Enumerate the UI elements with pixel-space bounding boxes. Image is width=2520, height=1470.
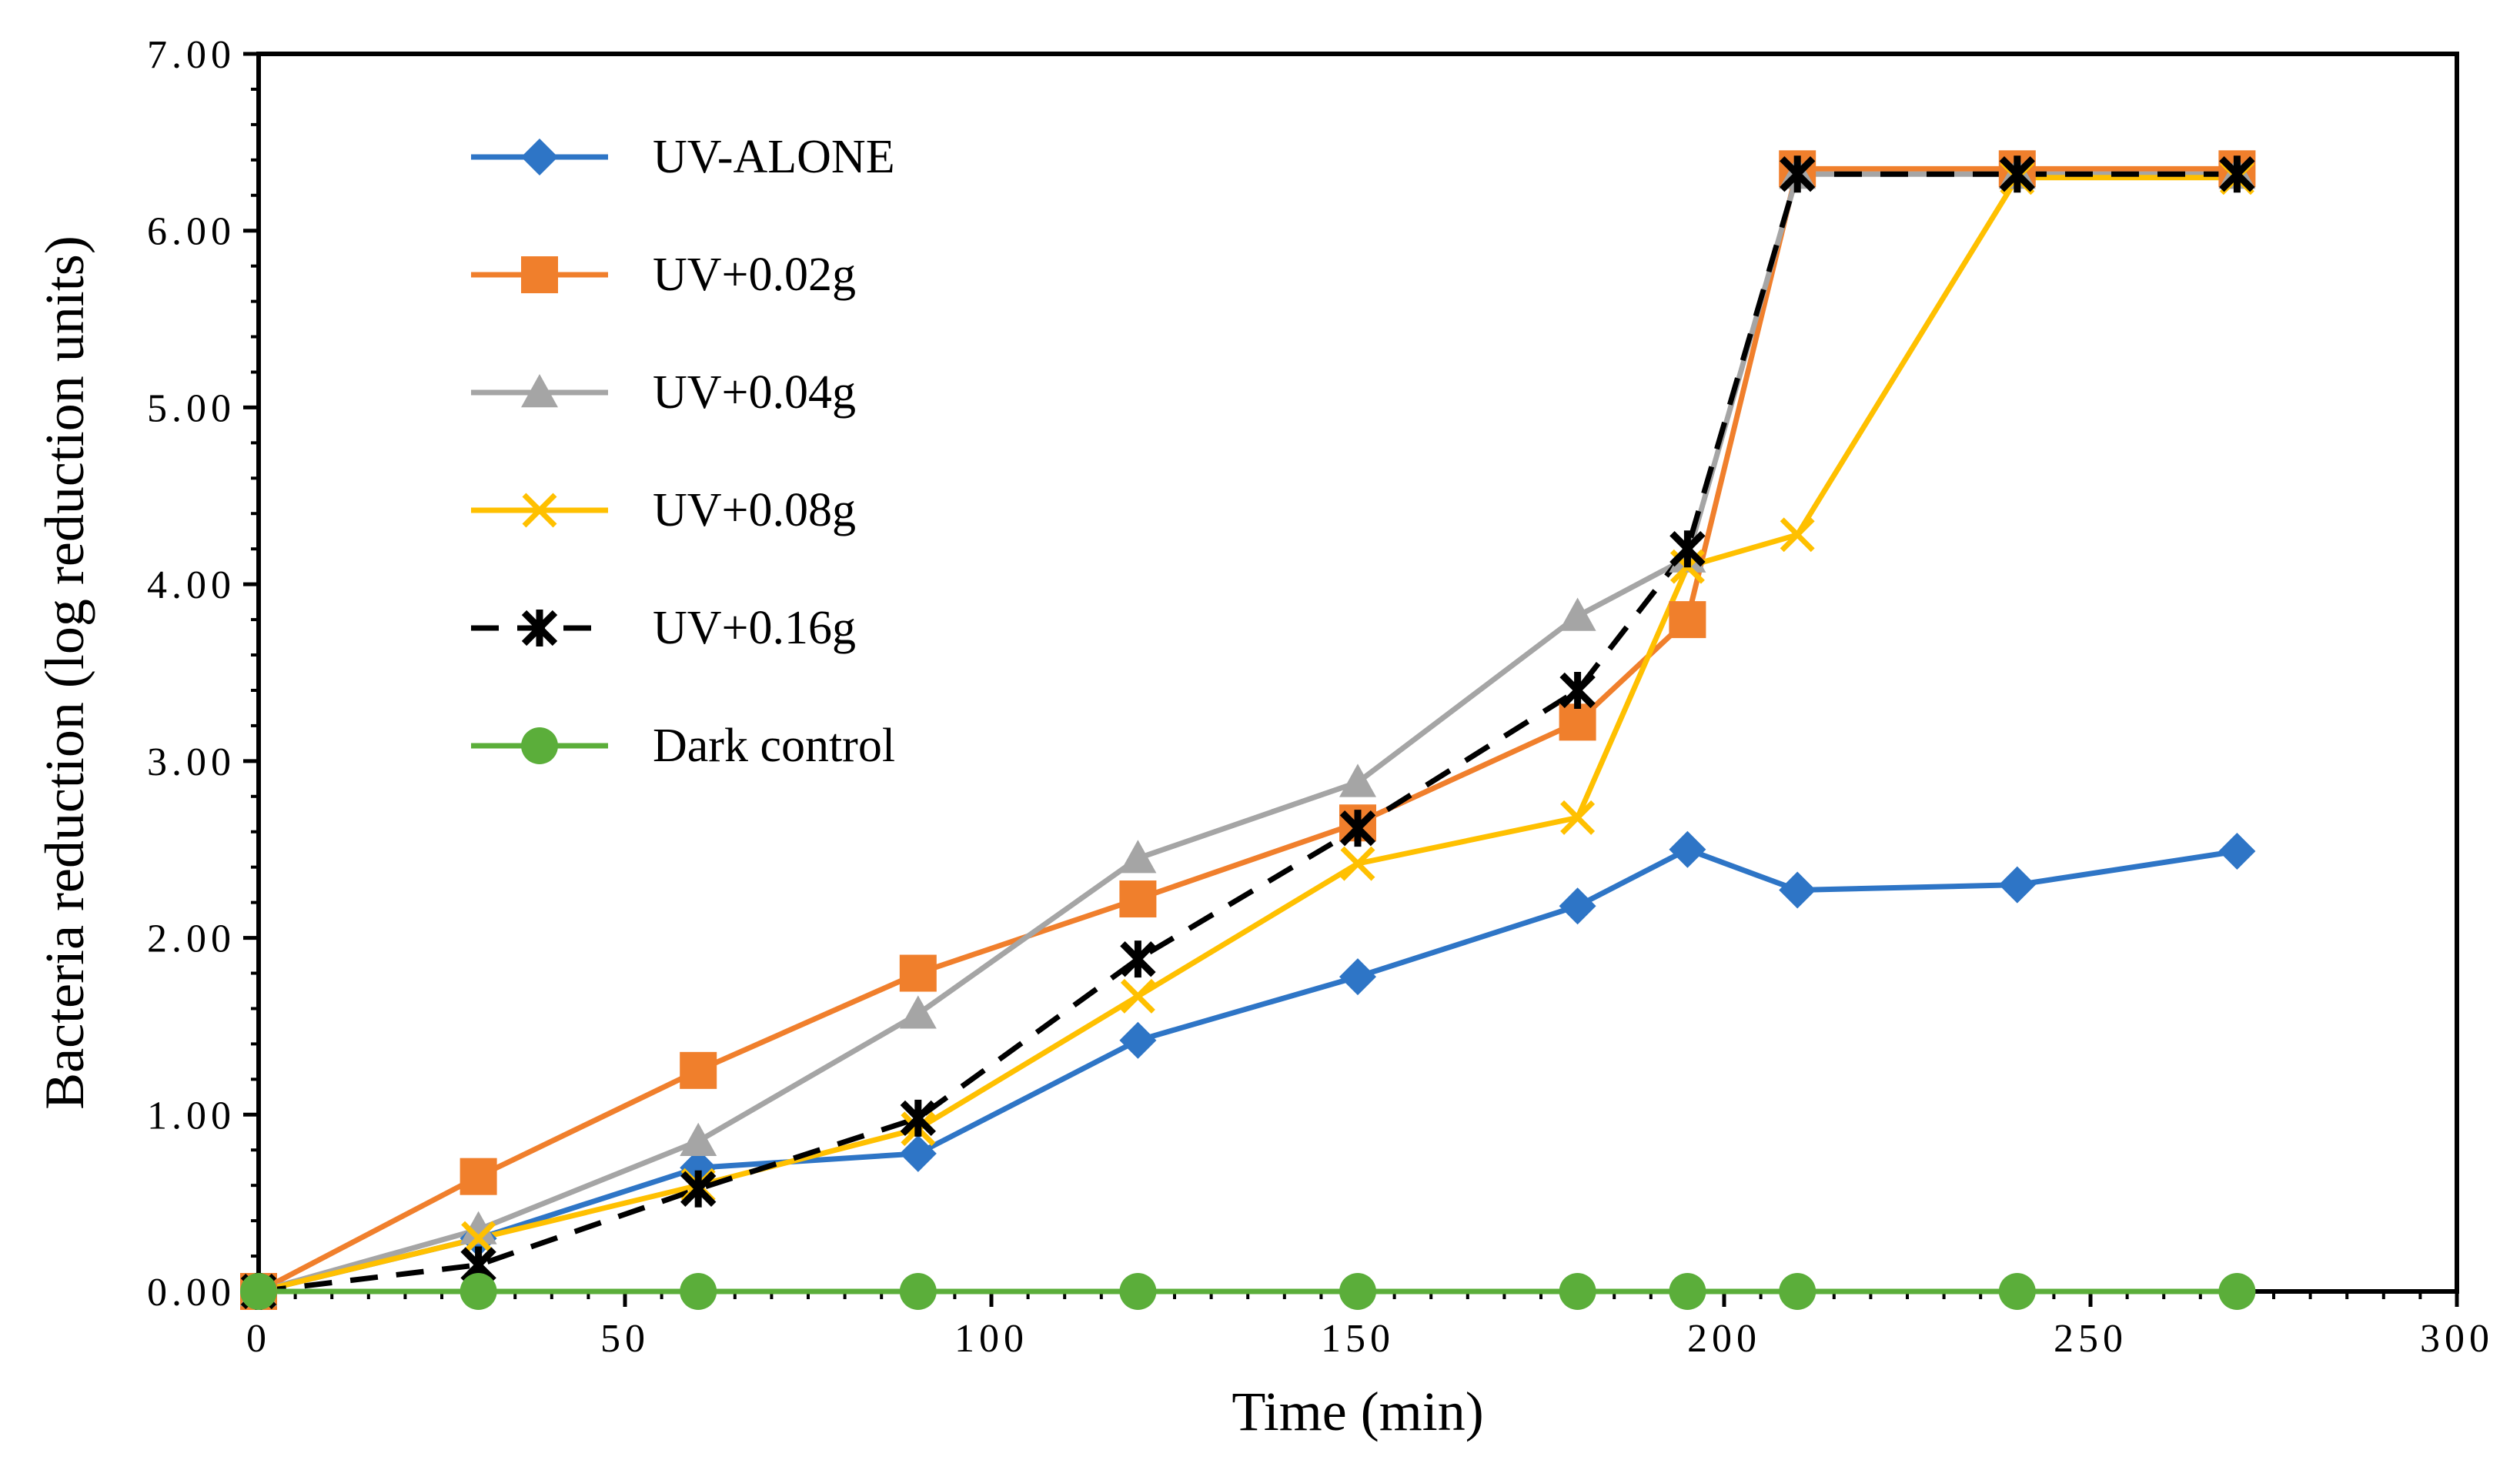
y-tick-label: 6.00 [147, 210, 236, 254]
y-axis-title: Bacteria reduction (log reduction units) [34, 236, 95, 1110]
data-point-dark-control [680, 1273, 717, 1310]
legend-marker-dark-control [521, 727, 558, 764]
legend-label-uv-0-02g: UV+0.02g [653, 249, 856, 301]
data-point-uv-0-02g [680, 1051, 717, 1089]
data-point-uv-0-08g [1120, 978, 1155, 1014]
legend-label-uv-0-16g: UV+0.16g [653, 602, 856, 654]
data-point-uv-0-02g [1559, 703, 1596, 741]
y-tick-label: 0.00 [147, 1271, 236, 1315]
data-point-uv-0-16g [1559, 671, 1596, 709]
legend-marker-uv-alone [521, 139, 558, 175]
data-point-uv-0-08g [461, 1221, 496, 1256]
data-point-dark-control [899, 1273, 937, 1310]
data-point-uv-alone [1559, 887, 1596, 925]
legend-label-uv-alone: UV-ALONE [653, 131, 895, 183]
y-tick-label: 1.00 [147, 1094, 236, 1138]
data-point-uv-alone [899, 1134, 937, 1172]
legend-marker-uv-0-16g [521, 610, 558, 646]
y-axis: 0.00 1.00 2.00 3.00 4.00 5.00 6.00 7.00 [147, 33, 259, 1315]
data-point-uv-0-04g [1339, 763, 1376, 797]
x-axis-title: Time (min) [1232, 1381, 1483, 1442]
x-tick-label: 250 [2054, 1317, 2127, 1361]
x-tick-label: 150 [1321, 1317, 1395, 1361]
legend-label-uv-0-04g: UV+0.04g [653, 366, 856, 419]
x-tick-label: 300 [2420, 1317, 2494, 1361]
data-point-uv-0-08g [1560, 800, 1596, 835]
y-tick-label: 4.00 [147, 563, 236, 607]
data-point-uv-0-04g [899, 995, 937, 1029]
data-point-uv-alone [1998, 866, 2036, 904]
data-point-dark-control [1559, 1273, 1596, 1310]
data-point-uv-0-02g [460, 1158, 497, 1195]
data-point-uv-0-04g [1559, 597, 1596, 631]
data-point-uv-0-16g [900, 1099, 936, 1137]
data-point-uv-0-04g [1119, 840, 1157, 874]
data-point-uv-0-16g [1780, 155, 1816, 193]
data-point-uv-alone [2218, 833, 2256, 870]
data-point-uv-0-04g [460, 1211, 497, 1244]
legend-marker-uv-0-02g [521, 256, 558, 293]
data-point-uv-0-02g [1669, 601, 1706, 639]
data-point-uv-0-16g [1339, 810, 1376, 847]
data-point-dark-control [1669, 1273, 1706, 1310]
data-point-uv-0-08g [1780, 517, 1815, 553]
data-point-dark-control [1998, 1273, 2036, 1310]
legend-label-dark-control: Dark control [653, 720, 895, 772]
data-point-uv-0-16g [1669, 530, 1706, 568]
data-point-dark-control [1779, 1273, 1816, 1310]
legend-label-uv-0-08g: UV+0.08g [653, 484, 856, 536]
legend-marker-uv-0-04g [521, 374, 558, 408]
data-point-dark-control [2218, 1273, 2256, 1310]
x-tick-label: 200 [1687, 1317, 1761, 1361]
data-point-uv-0-02g [1119, 880, 1157, 918]
data-point-uv-alone [1119, 1021, 1157, 1059]
data-point-dark-control [460, 1273, 497, 1310]
data-point-uv-alone [1669, 830, 1706, 868]
data-point-uv-0-04g [680, 1122, 717, 1156]
data-point-uv-0-08g [1340, 846, 1375, 881]
series-markers [240, 150, 2256, 1310]
data-point-dark-control [1339, 1273, 1376, 1310]
y-tick-label: 3.00 [147, 740, 236, 784]
y-tick-label: 2.00 [147, 917, 236, 961]
legend: UV-ALONE UV+0.02g UV+0.04g UV+0.08g UV+0.16g… [471, 131, 895, 772]
data-point-uv-0-16g [1120, 940, 1156, 978]
x-tick-label: 100 [954, 1317, 1028, 1361]
y-tick-label: 7.00 [147, 33, 236, 77]
data-point-uv-0-16g [680, 1170, 717, 1208]
data-point-dark-control [240, 1273, 277, 1310]
data-point-uv-0-02g [899, 954, 937, 992]
data-point-dark-control [1119, 1273, 1157, 1310]
plot-area [256, 52, 2459, 1294]
data-point-uv-0-16g [2219, 155, 2255, 193]
y-tick-label: 5.00 [147, 386, 236, 430]
data-point-uv-alone [1339, 958, 1376, 996]
x-tick-label: 0 [246, 1317, 271, 1361]
x-tick-label: 50 [600, 1317, 650, 1361]
data-point-uv-0-16g [1999, 155, 2035, 193]
data-point-uv-alone [1779, 871, 1816, 909]
legend-marker-uv-0-08g [522, 493, 557, 528]
